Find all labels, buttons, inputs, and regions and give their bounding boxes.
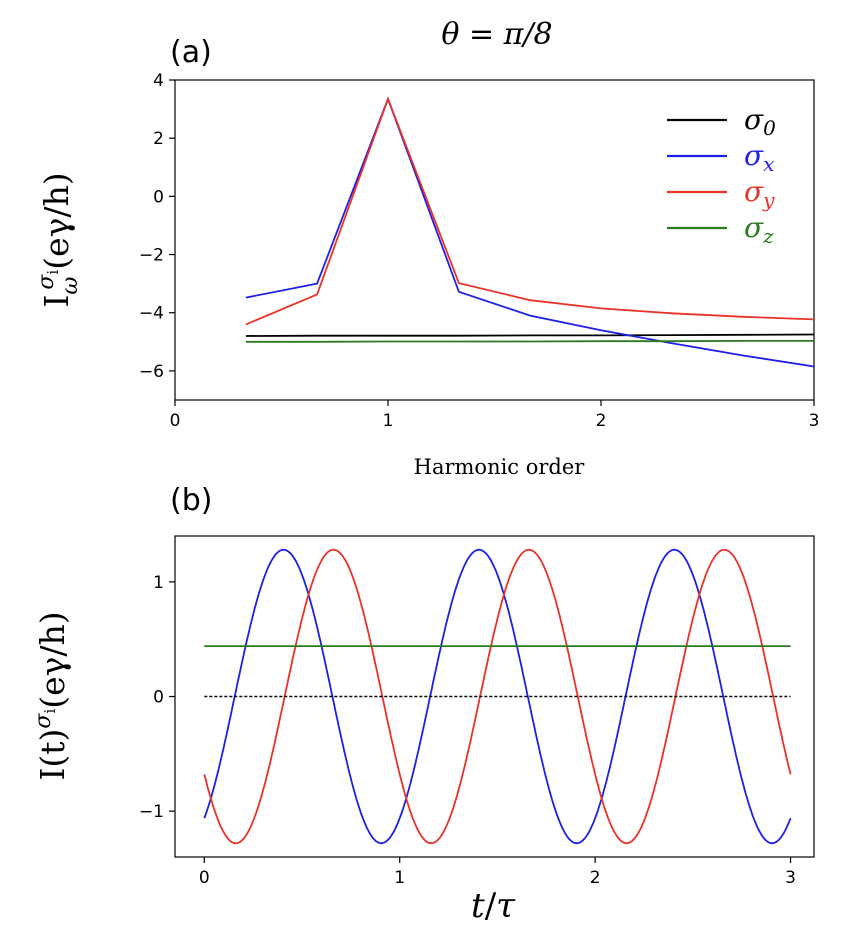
- panel-b-xtick-label: 0: [199, 868, 210, 888]
- panel-a-ytick-label: 4: [153, 71, 164, 91]
- panel-b-series-line-σx: [203, 548, 792, 845]
- panel-b-xtick-label: 2: [590, 868, 601, 888]
- panel-b-label: (b): [170, 483, 212, 518]
- panel-b: (b) 1 0 −1 0 1 2 3 t/τ I(t)σi(eγ/h): [31, 483, 815, 926]
- svg-text:t/τ: t/τ: [471, 886, 516, 926]
- legend-label-z: σz: [744, 211, 774, 248]
- panel-a-ytick-label: −6: [139, 362, 164, 382]
- panel-a-xlabel: Harmonic order: [414, 455, 586, 479]
- panel-a-series-line-σ-z: [245, 339, 814, 343]
- panel-a-ytick-label: 0: [153, 187, 164, 207]
- panel-a-ytick-label: 2: [153, 129, 164, 149]
- panel-a-series-line-σ-0: [245, 333, 815, 337]
- panel-a-ytick-label: −4: [139, 304, 164, 324]
- panel-a-xtick-label: 3: [809, 411, 820, 431]
- panel-b-ytick-label: −1: [139, 802, 164, 822]
- legend-label-y: σy: [744, 175, 775, 212]
- panel-a-xtick-label: 0: [170, 411, 181, 431]
- panel-b-xtick-label: 3: [785, 868, 796, 888]
- svg-text:Iωσi(eγ/h): Iωσi(eγ/h): [34, 172, 83, 307]
- figure-title: θ = π/8: [441, 17, 552, 52]
- panel-b-xlabel: t/τ: [471, 886, 516, 926]
- panel-b-xtick-label: 1: [394, 868, 405, 888]
- panel-a-series-line-σ-x: [245, 96, 815, 368]
- panel-a-ylabel: Iωσi(eγ/h): [34, 172, 83, 307]
- panel-a-series-line-σ-y: [245, 96, 815, 326]
- panel-a-xtick-label: 1: [383, 411, 394, 431]
- panel-b-ytick-label: 0: [153, 688, 164, 708]
- panel-b-series-line-σy: [203, 548, 792, 845]
- panel-a-label: (a): [170, 35, 212, 70]
- panel-b-ytick-label: 1: [153, 573, 164, 593]
- legend-label-x: σx: [744, 139, 774, 176]
- panel-a-ytick-label: −2: [139, 246, 164, 266]
- panel-a-axes-frame: [174, 79, 815, 401]
- legend-label-0: σ0: [744, 103, 776, 140]
- panel-a-xtick-label: 2: [596, 411, 607, 431]
- panel-b-ylabel: I(t)σi(eγ/h): [31, 611, 72, 780]
- svg-text:I(t)σi(eγ/h): I(t)σi(eγ/h): [31, 611, 72, 780]
